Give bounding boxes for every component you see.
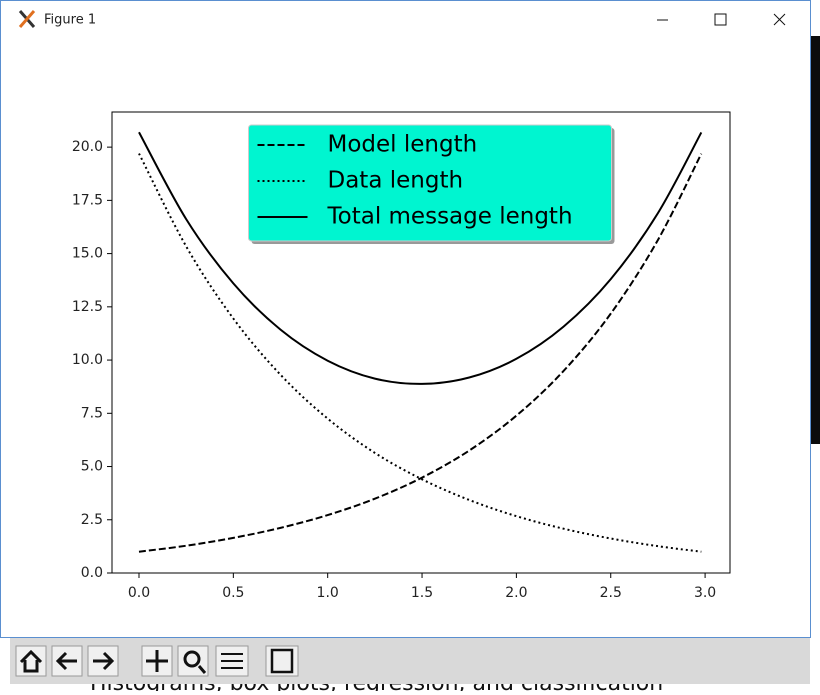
legend-box — [248, 124, 612, 242]
y-tick-label: 10.0 — [72, 352, 103, 368]
line-series — [138, 131, 703, 385]
x-tick-label: 1.0 — [317, 585, 339, 601]
y-tick-label: 2.5 — [81, 512, 103, 528]
window-title: Figure 1 — [44, 13, 96, 28]
x-tick-label: 1.5 — [411, 585, 433, 601]
plot: 0.0 0.5 1.0 1.5 2.0 2.5 3.0 0.0 2.5 5.0 7.5 10.0 12.… — [72, 111, 731, 601]
configure-icon — [221, 653, 243, 669]
y-tick-label: 20.0 — [72, 139, 103, 155]
y-tick-label: 5.0 — [81, 459, 103, 475]
x-tick-label: 2.0 — [505, 585, 527, 601]
x-tick-label: 0.0 — [128, 585, 150, 601]
y-tick-label: 7.5 — [81, 405, 103, 421]
save-icon — [270, 648, 294, 674]
y-tick-label: 12.5 — [72, 299, 103, 315]
line-series — [138, 153, 703, 553]
x-tick-label: 0.5 — [222, 585, 244, 601]
home-icon — [19, 649, 43, 673]
x-tick-label: 3.0 — [694, 585, 716, 601]
legend-label: Data length — [328, 168, 464, 194]
y-tick-label: 0.0 — [81, 565, 103, 581]
forward-icon — [93, 651, 115, 671]
close-button[interactable] — [773, 13, 786, 26]
terminal-strip — [811, 36, 820, 444]
zoom-icon — [197, 665, 207, 674]
legend-label: Total message length — [327, 204, 573, 230]
back-icon — [55, 651, 77, 671]
y-tick-label: 15.0 — [72, 246, 103, 262]
toolbar — [10, 638, 810, 684]
app-icon — [18, 10, 36, 28]
maximize-button[interactable] — [714, 13, 727, 26]
x-tick-label: 2.5 — [600, 585, 622, 601]
legend: Model length Data length Total message len… — [248, 124, 615, 244]
legend-label: Model length — [328, 132, 478, 158]
y-tick-label: 17.5 — [72, 192, 103, 208]
pan-icon — [146, 650, 168, 672]
